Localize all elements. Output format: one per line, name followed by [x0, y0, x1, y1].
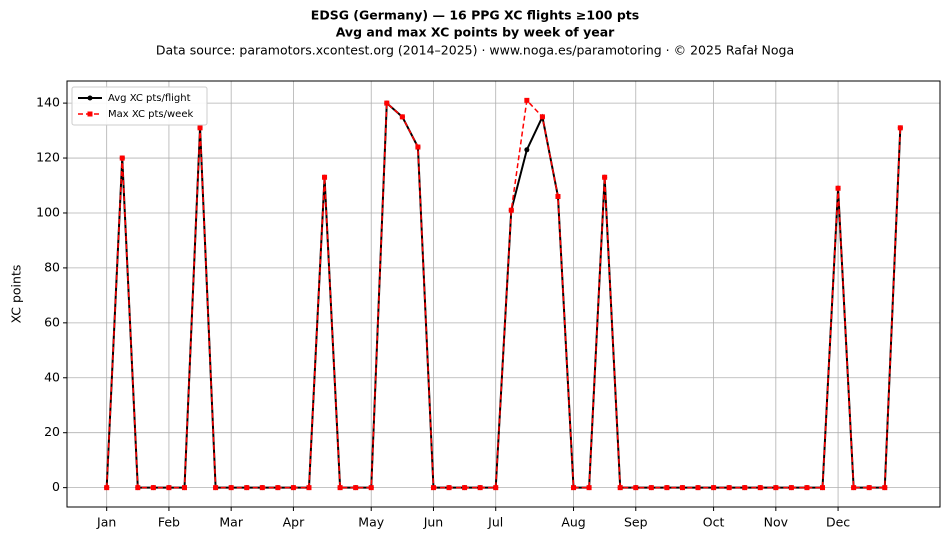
x-tick-label: Nov: [764, 515, 789, 530]
point: [633, 485, 639, 491]
point: [306, 485, 312, 491]
y-tick-label: 140: [36, 95, 60, 110]
point: [617, 485, 623, 491]
plot-frame: [66, 80, 941, 508]
point: [835, 185, 841, 191]
point: [524, 97, 530, 103]
y-tick-label: 40: [44, 369, 60, 384]
legend-label: Max XC pts/week: [108, 109, 193, 120]
x-tick-label: Dec: [826, 515, 850, 530]
point: [820, 485, 826, 491]
chart-title: EDSG (Germany) — 16 PPG XC flights ≥100 …: [311, 8, 639, 23]
point: [399, 114, 405, 120]
x-tick-label: Oct: [703, 515, 725, 530]
point: [524, 147, 530, 153]
y-tick-label: 0: [52, 479, 60, 494]
point: [244, 485, 250, 491]
point: [119, 155, 125, 161]
point: [415, 144, 421, 150]
x-tick-label: Sep: [624, 515, 648, 530]
point: [259, 485, 265, 491]
point: [664, 485, 670, 491]
point: [555, 193, 561, 199]
point: [104, 485, 110, 491]
series-line: [105, 98, 902, 489]
point: [446, 485, 452, 491]
y-tick-label: 60: [44, 314, 60, 329]
point: [430, 485, 436, 491]
point: [586, 485, 592, 491]
point: [135, 485, 141, 491]
point: [726, 485, 732, 491]
point: [773, 485, 779, 491]
x-tick-label: Jan: [96, 515, 116, 530]
point: [571, 485, 577, 491]
point: [711, 485, 717, 491]
point: [368, 485, 374, 491]
point: [228, 485, 234, 491]
legend-label: Avg XC pts/flight: [108, 93, 191, 104]
point: [648, 485, 654, 491]
point: [384, 100, 390, 106]
y-axis-label: XC points: [9, 265, 24, 324]
point: [788, 485, 794, 491]
x-tick-label: Aug: [561, 515, 585, 530]
point: [679, 485, 685, 491]
point: [181, 485, 187, 491]
point: [882, 485, 888, 491]
point: [804, 485, 810, 491]
x-tick-label: Apr: [283, 515, 305, 530]
point: [477, 485, 483, 491]
y-tick-label: 80: [44, 259, 60, 274]
legend-box: [71, 86, 208, 126]
point: [866, 485, 872, 491]
legend-marker: [87, 95, 93, 101]
x-tick-label: Jul: [487, 515, 503, 530]
point: [897, 125, 903, 131]
x-tick-label: Mar: [219, 515, 243, 530]
point: [275, 485, 281, 491]
point: [290, 485, 296, 491]
point: [213, 485, 219, 491]
point: [508, 207, 514, 213]
point: [851, 485, 857, 491]
y-tick-label: 20: [44, 424, 60, 439]
point: [197, 125, 203, 131]
point: [322, 174, 328, 180]
x-tick-label: Feb: [158, 515, 180, 530]
point: [150, 485, 156, 491]
point: [742, 485, 748, 491]
y-tick-label: 120: [36, 150, 60, 165]
legend-marker: [87, 111, 93, 117]
y-tick-label: 100: [36, 204, 60, 219]
point: [337, 485, 343, 491]
point: [539, 114, 545, 120]
chart-subtitle: Avg and max XC points by week of year: [336, 25, 615, 40]
series-line: [105, 100, 902, 489]
point: [757, 485, 763, 491]
point: [166, 485, 172, 491]
point: [353, 485, 359, 491]
chart-source: Data source: paramotors.xcontest.org (20…: [156, 43, 794, 58]
point: [493, 485, 499, 491]
point: [462, 485, 468, 491]
x-tick-label: May: [358, 515, 384, 530]
x-tick-label: Jun: [423, 515, 444, 530]
point: [695, 485, 701, 491]
point: [602, 174, 608, 180]
